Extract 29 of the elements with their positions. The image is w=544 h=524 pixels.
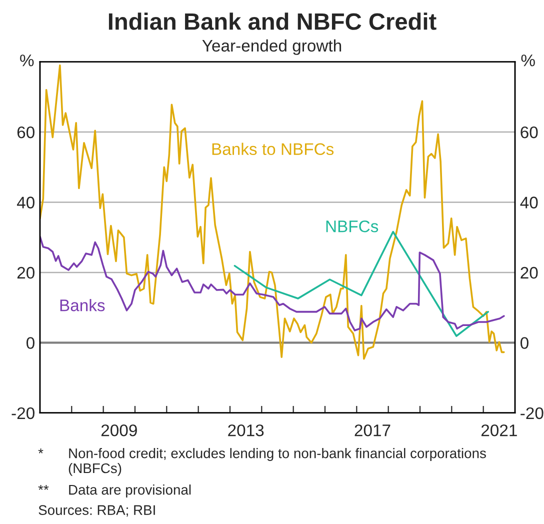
series-label: Banks to NBFCs bbox=[212, 142, 334, 156]
line-series bbox=[40, 64, 505, 360]
y2-tick-label: 60 bbox=[520, 126, 538, 138]
x-tick-label: 2013 bbox=[228, 424, 264, 436]
series-label: Banks bbox=[60, 299, 105, 312]
x-tick-label: 2009 bbox=[101, 424, 137, 436]
y-tick-label: -20 bbox=[12, 407, 34, 420]
chart-title: Indian Bank and NBFC Credit bbox=[108, 12, 436, 30]
y-tick-label: 0 bbox=[26, 337, 34, 349]
y-tick-label: 20 bbox=[17, 266, 34, 279]
text: Non-food credit; excludes lending to non-bank financial corporations (NBFCs) bbox=[68, 448, 486, 476]
y-tick-label: 60 bbox=[17, 126, 34, 138]
y2-tick-label: 40 bbox=[520, 196, 538, 208]
y-axis-title: % bbox=[20, 54, 34, 66]
x-tick-label: 2017 bbox=[354, 424, 390, 436]
chart-subtitle: Year-ended growth bbox=[202, 39, 342, 55]
y-tick-label: 40 bbox=[16, 196, 34, 208]
line-series bbox=[40, 236, 505, 332]
y2-tick-label: 0 bbox=[520, 337, 528, 349]
y2-tick-label: 20 bbox=[520, 266, 538, 279]
y2-tick-label: -20 bbox=[520, 407, 544, 420]
y2-axis-title: % bbox=[521, 54, 535, 66]
text: ** bbox=[38, 485, 49, 490]
source-note: Sources: RBA; RBI bbox=[38, 505, 155, 517]
series-label: NBFCs bbox=[326, 220, 378, 232]
x-tick-label: 2021 bbox=[481, 424, 517, 436]
line-series bbox=[234, 230, 489, 337]
text: Data are provisional bbox=[69, 484, 191, 498]
text: * bbox=[38, 448, 44, 454]
